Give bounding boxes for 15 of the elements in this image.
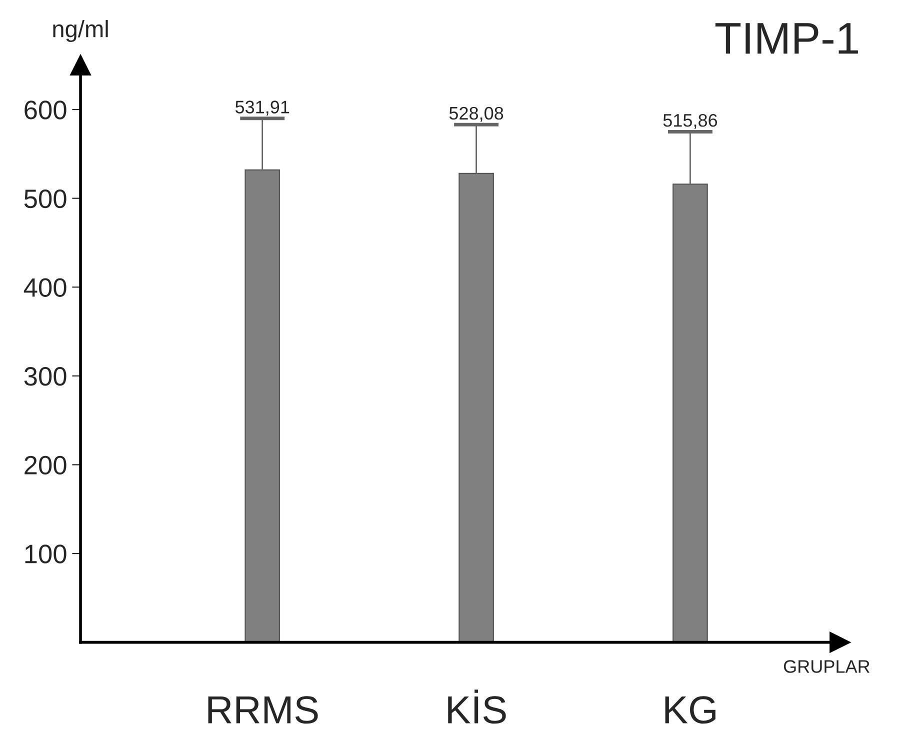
y-tick-label: 400 <box>24 278 66 297</box>
y-tick-label: 500 <box>24 189 66 208</box>
x-tick-label: KG <box>665 696 716 724</box>
x-axis-title: GRUPLAR <box>784 660 870 673</box>
x-tick-label: KİS <box>448 690 506 724</box>
y-tick-label: 200 <box>24 456 66 475</box>
data-label: 515,86 <box>663 114 718 129</box>
data-label: 531,91 <box>235 100 290 116</box>
y-tick-label: 600 <box>24 100 66 120</box>
y-tick-label: 100 <box>25 544 66 564</box>
y-tick-label: 300 <box>24 367 66 386</box>
y-axis-title: ng/ml <box>53 20 108 42</box>
x-tick-label: RRMS <box>208 696 318 724</box>
chart-title: TIMP-1 <box>715 23 858 54</box>
data-label: 528,08 <box>449 106 504 122</box>
